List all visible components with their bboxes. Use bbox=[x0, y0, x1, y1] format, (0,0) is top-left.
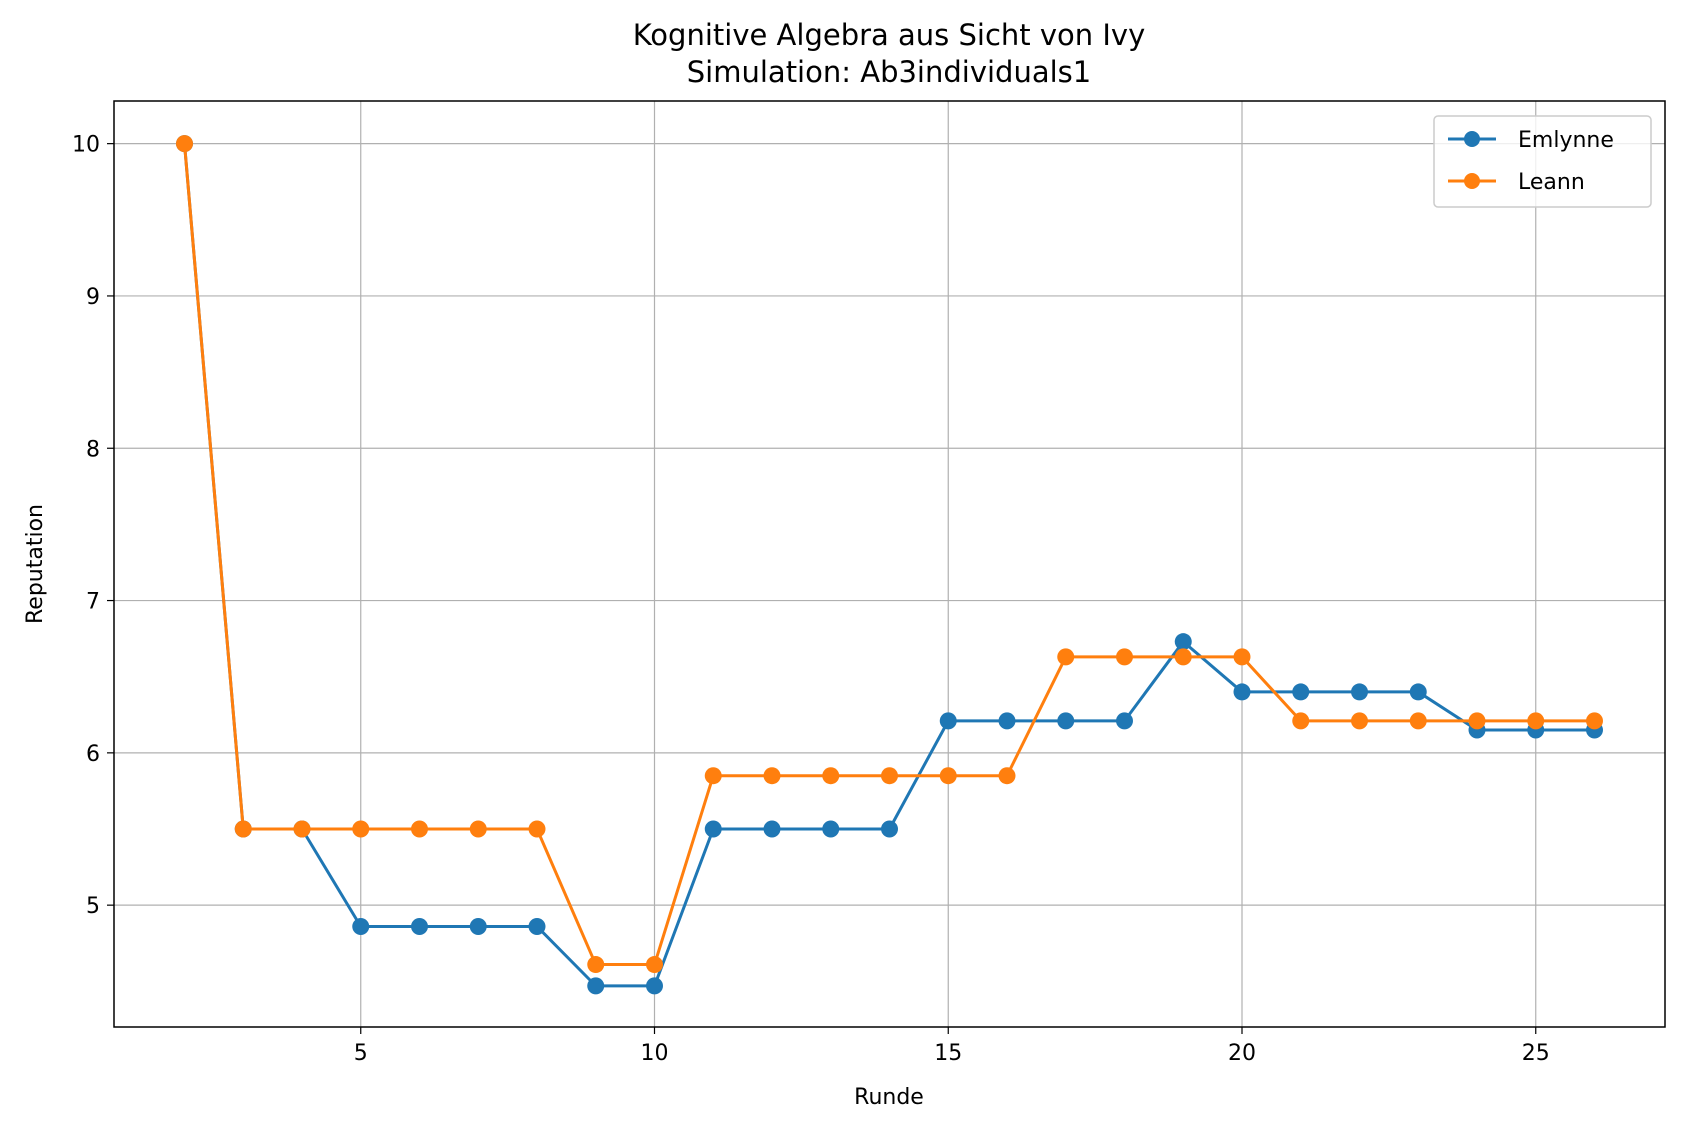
data-point-emlynne bbox=[1409, 683, 1427, 701]
y-axis-label: Reputation bbox=[23, 504, 48, 624]
data-point-leann bbox=[1409, 712, 1427, 730]
chart-title: Kognitive Algebra aus Sicht von Ivy bbox=[633, 18, 1146, 52]
x-tick-label: 5 bbox=[354, 1041, 368, 1066]
x-tick-label: 15 bbox=[934, 1041, 962, 1066]
data-point-emlynne bbox=[822, 820, 840, 838]
data-point-leann bbox=[411, 820, 428, 838]
data-point-leann bbox=[939, 767, 957, 785]
data-point-leann bbox=[234, 820, 252, 838]
legend: Emlynne Leann bbox=[1433, 115, 1652, 208]
x-axis-label: Runde bbox=[854, 1085, 924, 1110]
axis-ticks: 5 10 15 20 25 5 6 7 8 9 10 bbox=[72, 133, 1550, 1066]
data-point-emlynne bbox=[1174, 633, 1192, 651]
data-point-emlynne bbox=[411, 917, 428, 935]
y-tick-label: 7 bbox=[86, 590, 100, 615]
y-tick-label: 6 bbox=[86, 742, 100, 767]
data-point-emlynne bbox=[587, 977, 605, 995]
y-tick-label: 5 bbox=[86, 894, 100, 919]
data-point-leann bbox=[1586, 712, 1603, 730]
data-point-emlynne bbox=[704, 820, 722, 838]
data-point-emlynne bbox=[528, 917, 546, 935]
data-point-emlynne bbox=[1292, 683, 1310, 701]
data-point-leann bbox=[587, 956, 605, 974]
plot-area-frame bbox=[113, 100, 1666, 1028]
legend-marker-leann bbox=[1464, 173, 1480, 189]
data-point-leann bbox=[1116, 648, 1133, 666]
data-point-leann bbox=[704, 767, 722, 785]
data-point-leann bbox=[1527, 712, 1545, 730]
data-point-emlynne bbox=[763, 820, 781, 838]
y-tick-label: 9 bbox=[86, 285, 100, 310]
series-group bbox=[176, 135, 1603, 995]
data-point-leann bbox=[763, 767, 781, 785]
data-point-leann bbox=[998, 767, 1016, 785]
legend-label-leann: Leann bbox=[1518, 170, 1585, 195]
data-point-leann bbox=[293, 820, 311, 838]
data-point-leann bbox=[1468, 712, 1486, 730]
data-point-leann bbox=[1057, 648, 1075, 666]
x-tick-label: 25 bbox=[1522, 1041, 1550, 1066]
legend-marker-emlynne bbox=[1464, 131, 1480, 147]
data-point-emlynne bbox=[1233, 683, 1251, 701]
data-point-emlynne bbox=[646, 977, 663, 995]
data-point-leann bbox=[176, 135, 193, 153]
data-point-leann bbox=[528, 820, 546, 838]
data-point-leann bbox=[1233, 648, 1251, 666]
data-point-emlynne bbox=[1351, 683, 1368, 701]
data-point-emlynne bbox=[881, 820, 898, 838]
data-point-emlynne bbox=[469, 917, 487, 935]
data-point-leann bbox=[822, 767, 840, 785]
data-point-leann bbox=[1292, 712, 1310, 730]
series-leann bbox=[176, 135, 1603, 974]
data-point-leann bbox=[646, 956, 663, 974]
data-point-leann bbox=[352, 820, 370, 838]
data-point-emlynne bbox=[939, 712, 957, 730]
y-tick-label: 8 bbox=[86, 437, 100, 462]
data-point-emlynne bbox=[1057, 712, 1075, 730]
data-point-emlynne bbox=[1116, 712, 1133, 730]
data-point-leann bbox=[881, 767, 898, 785]
legend-label-emlynne: Emlynne bbox=[1518, 128, 1614, 153]
y-tick-label: 10 bbox=[72, 133, 100, 158]
grid-lines bbox=[114, 101, 1665, 1027]
data-point-leann bbox=[469, 820, 487, 838]
data-point-leann bbox=[1351, 712, 1368, 730]
chart-subtitle: Simulation: Ab3individuals1 bbox=[687, 55, 1091, 89]
data-point-emlynne bbox=[352, 917, 370, 935]
data-point-leann bbox=[1174, 648, 1192, 666]
x-tick-label: 20 bbox=[1228, 1041, 1256, 1066]
x-tick-label: 10 bbox=[641, 1041, 669, 1066]
data-point-emlynne bbox=[998, 712, 1016, 730]
